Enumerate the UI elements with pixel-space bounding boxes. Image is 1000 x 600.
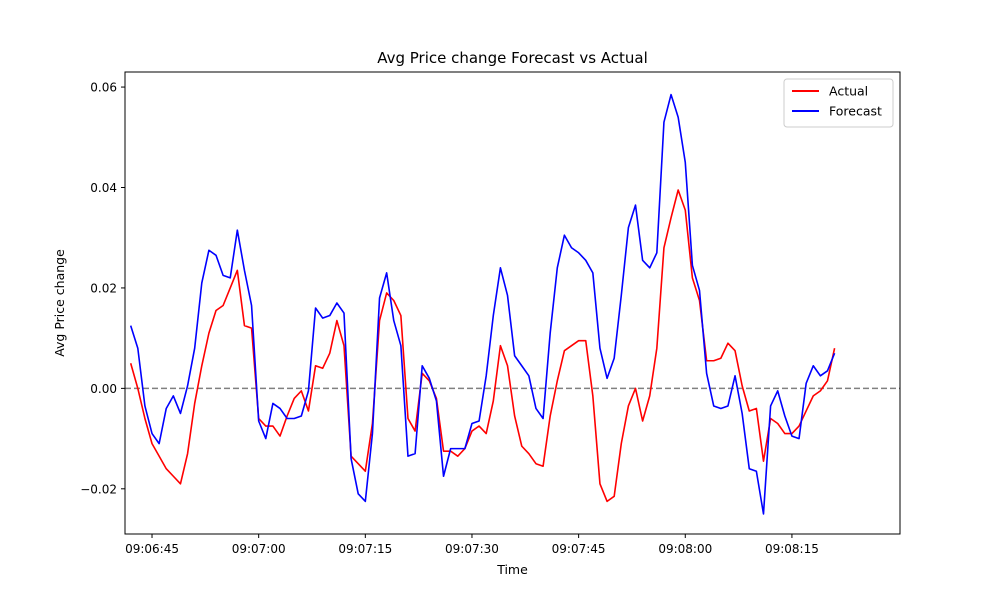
x-axis-label: Time <box>496 562 528 577</box>
x-axis: 09:06:45 09:07:00 09:07:15 09:07:30 09:07:45… <box>125 534 819 556</box>
y-axis: −0.02 0.00 0.02 0.04 0.06 <box>80 81 125 496</box>
x-tick-label: 09:07:00 <box>232 542 286 556</box>
y-axis-label: Avg Price change <box>52 249 67 357</box>
legend: Actual Forecast <box>783 78 894 128</box>
plot-area <box>125 93 900 515</box>
series-line-actual <box>129 189 836 503</box>
legend-label-forecast: Forecast <box>829 104 882 119</box>
chart-title: Avg Price change Forecast vs Actual <box>377 49 648 67</box>
y-tick-label: 0.04 <box>90 181 117 195</box>
legend-label-actual: Actual <box>829 84 868 99</box>
y-tick-label: 0.02 <box>90 281 117 295</box>
x-tick-label: 09:06:45 <box>125 542 179 556</box>
x-tick-label: 09:08:15 <box>765 542 819 556</box>
y-tick-label: −0.02 <box>80 482 117 496</box>
series-line-forecast <box>129 93 836 515</box>
x-tick-label: 09:07:15 <box>338 542 392 556</box>
x-tick-label: 09:07:30 <box>445 542 499 556</box>
x-tick-label: 09:07:45 <box>552 542 606 556</box>
y-tick-label: 0.06 <box>90 81 117 95</box>
axes-frame <box>124 71 901 535</box>
y-tick-label: 0.00 <box>90 382 117 396</box>
x-tick-label: 09:08:00 <box>658 542 712 556</box>
